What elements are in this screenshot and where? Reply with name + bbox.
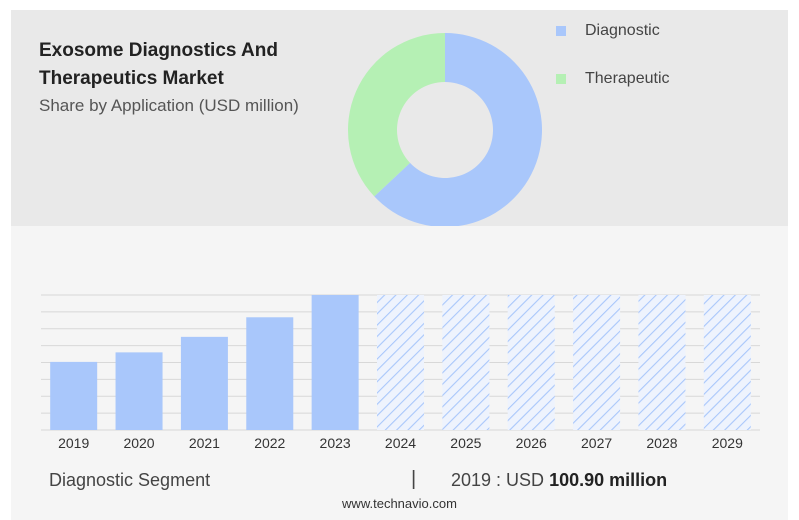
forecast-bar-2027	[573, 295, 621, 430]
bar-2021	[180, 336, 228, 430]
legend-label-therapeutic: Therapeutic	[585, 70, 670, 87]
donut-slice-diagnostic	[374, 33, 542, 227]
bar-chart: 2019 2020 2021 2022 2023 2024 2025 2026 2027 2028…	[41, 294, 760, 451]
footer-separator: |	[411, 468, 417, 490]
x-tick-label: 2026	[516, 435, 547, 451]
footer-year: 2019 : USD	[451, 470, 550, 490]
chart-subtitle: Share by Application (USD million)	[39, 96, 299, 115]
bar-2020	[115, 352, 163, 430]
bar-2022	[246, 317, 294, 430]
x-tick-label: 2027	[581, 435, 612, 451]
forecast-bar-2026	[507, 295, 555, 430]
bar-2023	[311, 295, 359, 430]
footer-amount: 100.90 million	[549, 470, 668, 490]
legend-label-diagnostic: Diagnostic	[585, 22, 660, 39]
x-tick-label: 2028	[646, 435, 677, 451]
bar-2019	[50, 361, 98, 430]
x-tick-label: 2023	[320, 435, 351, 451]
x-tick-label: 2020	[123, 435, 154, 451]
x-tick-label: 2022	[254, 435, 285, 451]
legend-swatch-therapeutic	[556, 74, 566, 84]
x-tick-label: 2024	[385, 435, 416, 451]
x-tick-label: 2029	[712, 435, 743, 451]
forecast-bar-2025	[442, 295, 490, 430]
legend-item-diagnostic: Diagnostic	[556, 22, 660, 40]
x-tick-label: 2019	[58, 435, 89, 451]
panel-edge	[11, 226, 788, 240]
chart-title: Exosome Diagnostics And Therapeutics Mar…	[39, 40, 278, 89]
x-tick-label: 2025	[450, 435, 481, 451]
legend-swatch-diagnostic	[556, 26, 566, 36]
footer-segment: Diagnostic Segment	[49, 470, 211, 490]
footer-value: 2019 : USD 100.90 million	[451, 470, 667, 491]
legend-item-therapeutic: Therapeutic	[556, 70, 670, 88]
donut-chart	[11, 32, 788, 240]
forecast-bar-2028	[638, 295, 686, 430]
forecast-bar-2029	[703, 295, 751, 430]
forecast-bar-2024	[377, 295, 424, 430]
source-site: www.technavio.com	[342, 496, 457, 511]
donut-slice-therapeutic	[347, 32, 445, 197]
x-tick-label: 2021	[189, 435, 220, 451]
